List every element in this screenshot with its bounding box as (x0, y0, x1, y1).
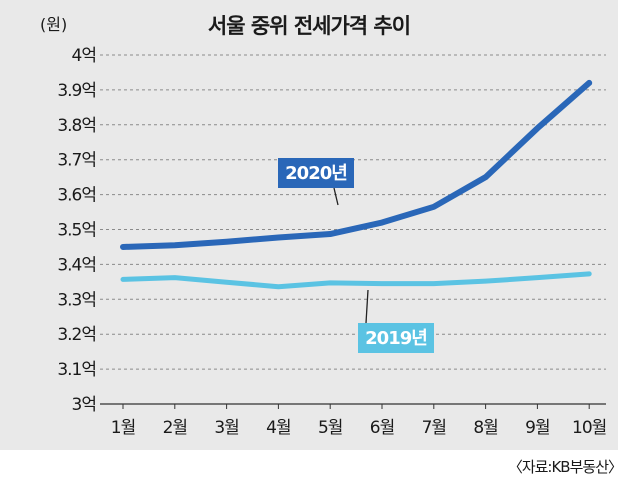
callout-pointer (365, 289, 369, 324)
y-tick-label: 3.2억 (57, 325, 96, 345)
series-label: 2020년 (285, 163, 347, 184)
y-tick-label: 3.8억 (57, 116, 96, 136)
x-tick-label: 9월 (525, 418, 549, 438)
source-note: 〈자료:KB부동산〉 (508, 458, 622, 476)
y-tick-label: 3.5억 (57, 221, 96, 241)
x-tick-label: 7월 (422, 418, 446, 438)
y-tick-label: 4억 (72, 46, 96, 66)
x-tick-label: 6월 (370, 418, 394, 438)
y-axis-tick-labels: 3억 3.1억 3.2억 3.3억 3.4억 3.5억 3.6억 3.7억 3.8억 3.9억 4억 (57, 46, 97, 415)
x-axis-tick-labels: 1월 2월 3월 4월 5월 6월 7월 8월 9월 10월 (111, 404, 607, 438)
y-tick-label: 3.6억 (57, 186, 96, 206)
x-tick-label: 10월 (572, 418, 606, 438)
y-tick-label: 3.3억 (57, 290, 96, 310)
series-label: 2019년 (365, 328, 427, 349)
y-tick-label: 3.1억 (57, 360, 96, 380)
y-tick-label: 3.7억 (57, 151, 96, 171)
grid-lines (100, 54, 606, 405)
x-tick-label: 3월 (214, 418, 238, 438)
x-tick-label: 5월 (318, 418, 342, 438)
series-callouts: 2020년 2019년 (278, 158, 434, 353)
callout-tag (358, 323, 434, 353)
series-lines (120, 79, 593, 290)
x-tick-label: 1월 (111, 418, 135, 438)
series-line-0 (120, 79, 593, 250)
y-tick-label: 3.4억 (57, 255, 96, 275)
x-tick-label: 4월 (266, 418, 290, 438)
plot-background (0, 0, 618, 450)
series-line-1 (120, 271, 592, 290)
unit-label: (원) (40, 15, 67, 34)
x-tick-label: 2월 (163, 418, 187, 438)
callout-tag (278, 158, 354, 188)
chart-title: 서울 중위 전세가격 추이 (208, 14, 410, 38)
y-tick-label: 3억 (72, 395, 96, 415)
x-tick-label: 8월 (473, 418, 497, 438)
y-tick-label: 3.9억 (57, 81, 96, 101)
callout-pointer (333, 187, 339, 206)
